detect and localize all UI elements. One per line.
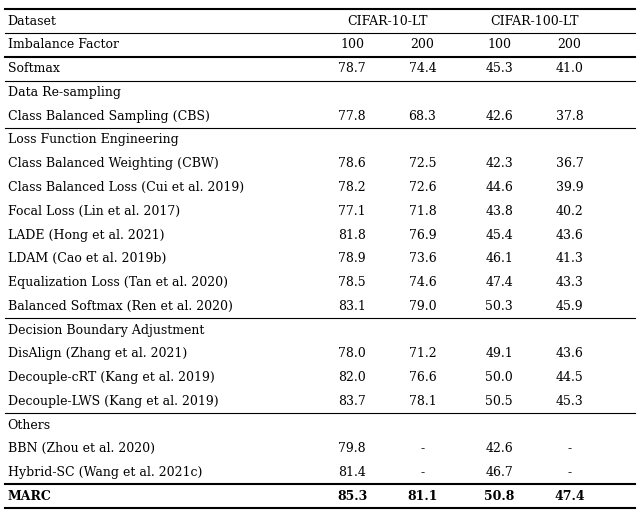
Text: 43.6: 43.6 [556,229,584,241]
Text: Equalization Loss (Tan et al. 2020): Equalization Loss (Tan et al. 2020) [8,276,228,289]
Text: 47.4: 47.4 [554,490,585,503]
Text: 43.8: 43.8 [485,205,513,218]
Text: Decision Boundary Adjustment: Decision Boundary Adjustment [8,324,204,336]
Text: 40.2: 40.2 [556,205,584,218]
Text: LDAM (Cao et al. 2019b): LDAM (Cao et al. 2019b) [8,252,166,265]
Text: 82.0: 82.0 [338,371,366,384]
Text: 78.6: 78.6 [338,157,366,170]
Text: 100: 100 [340,38,364,52]
Text: -: - [420,466,424,479]
Text: Decouple-cRT (Kang et al. 2019): Decouple-cRT (Kang et al. 2019) [8,371,214,384]
Text: MARC: MARC [8,490,52,503]
Text: 39.9: 39.9 [556,181,584,194]
Text: 68.3: 68.3 [408,110,436,123]
Text: 50.0: 50.0 [485,371,513,384]
Text: 81.8: 81.8 [338,229,366,241]
Text: 72.6: 72.6 [408,181,436,194]
Text: 47.4: 47.4 [485,276,513,289]
Text: 46.7: 46.7 [485,466,513,479]
Text: 78.9: 78.9 [338,252,366,265]
Text: 74.6: 74.6 [408,276,436,289]
Text: 50.8: 50.8 [484,490,515,503]
Text: 83.1: 83.1 [338,300,366,313]
Text: 41.0: 41.0 [556,62,584,75]
Text: Balanced Softmax (Ren et al. 2020): Balanced Softmax (Ren et al. 2020) [8,300,232,313]
Text: 74.4: 74.4 [408,62,436,75]
Text: Class Balanced Loss (Cui et al. 2019): Class Balanced Loss (Cui et al. 2019) [8,181,244,194]
Text: 50.5: 50.5 [485,395,513,408]
Text: DisAlign (Zhang et al. 2021): DisAlign (Zhang et al. 2021) [8,347,187,360]
Text: 85.3: 85.3 [337,490,367,503]
Text: Dataset: Dataset [8,14,56,28]
Text: 42.6: 42.6 [485,442,513,455]
Text: 72.5: 72.5 [409,157,436,170]
Text: -: - [568,442,572,455]
Text: 45.3: 45.3 [556,395,584,408]
Text: 42.3: 42.3 [485,157,513,170]
Text: 78.0: 78.0 [338,347,366,360]
Text: Hybrid-SC (Wang et al. 2021c): Hybrid-SC (Wang et al. 2021c) [8,466,202,479]
Text: 36.7: 36.7 [556,157,584,170]
Text: 45.4: 45.4 [485,229,513,241]
Text: Class Balanced Weighting (CBW): Class Balanced Weighting (CBW) [8,157,218,170]
Text: 50.3: 50.3 [485,300,513,313]
Text: Data Re-sampling: Data Re-sampling [8,86,121,99]
Text: 44.6: 44.6 [485,181,513,194]
Text: 43.3: 43.3 [556,276,584,289]
Text: 45.3: 45.3 [485,62,513,75]
Text: BBN (Zhou et al. 2020): BBN (Zhou et al. 2020) [8,442,155,455]
Text: 81.1: 81.1 [407,490,438,503]
Text: CIFAR-10-LT: CIFAR-10-LT [347,14,428,28]
Text: 46.1: 46.1 [485,252,513,265]
Text: 78.5: 78.5 [338,276,366,289]
Text: 76.9: 76.9 [408,229,436,241]
Text: 49.1: 49.1 [485,347,513,360]
Text: 41.3: 41.3 [556,252,584,265]
Text: -: - [568,466,572,479]
Text: 79.0: 79.0 [408,300,436,313]
Text: 200: 200 [557,38,582,52]
Text: -: - [420,442,424,455]
Text: 44.5: 44.5 [556,371,584,384]
Text: CIFAR-100-LT: CIFAR-100-LT [490,14,579,28]
Text: Class Balanced Sampling (CBS): Class Balanced Sampling (CBS) [8,110,209,123]
Text: 83.7: 83.7 [338,395,366,408]
Text: Focal Loss (Lin et al. 2017): Focal Loss (Lin et al. 2017) [8,205,180,218]
Text: Imbalance Factor: Imbalance Factor [8,38,118,52]
Text: 45.9: 45.9 [556,300,584,313]
Text: 42.6: 42.6 [485,110,513,123]
Text: 200: 200 [410,38,435,52]
Text: 71.2: 71.2 [408,347,436,360]
Text: 78.7: 78.7 [338,62,366,75]
Text: 100: 100 [487,38,511,52]
Text: 81.4: 81.4 [338,466,366,479]
Text: 71.8: 71.8 [408,205,436,218]
Text: Softmax: Softmax [8,62,60,75]
Text: 78.1: 78.1 [408,395,436,408]
Text: 77.8: 77.8 [338,110,366,123]
Text: 77.1: 77.1 [338,205,366,218]
Text: 43.6: 43.6 [556,347,584,360]
Text: 78.2: 78.2 [338,181,366,194]
Text: LADE (Hong et al. 2021): LADE (Hong et al. 2021) [8,229,164,241]
Text: 73.6: 73.6 [408,252,436,265]
Text: Decouple-LWS (Kang et al. 2019): Decouple-LWS (Kang et al. 2019) [8,395,218,408]
Text: 76.6: 76.6 [408,371,436,384]
Text: 79.8: 79.8 [338,442,366,455]
Text: Loss Function Engineering: Loss Function Engineering [8,134,179,147]
Text: Others: Others [8,418,51,431]
Text: 37.8: 37.8 [556,110,584,123]
